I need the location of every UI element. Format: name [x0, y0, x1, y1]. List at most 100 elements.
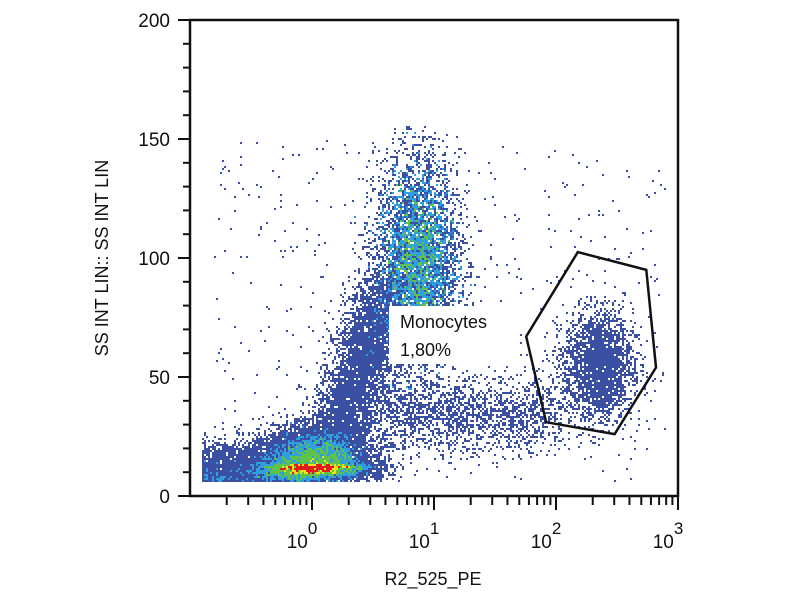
density-dot: [398, 246, 400, 248]
density-dot: [390, 286, 392, 288]
density-dot: [270, 434, 272, 436]
density-dot: [390, 282, 392, 284]
density-dot: [262, 462, 264, 464]
density-dot: [234, 458, 236, 460]
density-dot: [394, 266, 396, 268]
density-dot: [374, 400, 376, 402]
density-dot: [258, 448, 260, 450]
density-dot: [372, 256, 374, 258]
density-dot: [324, 430, 326, 432]
density-dot: [300, 452, 302, 454]
density-dot: [302, 442, 304, 444]
density-dot: [344, 434, 346, 436]
density-dot: [344, 450, 346, 452]
density-dot: [432, 304, 434, 306]
density-dot: [414, 232, 416, 234]
density-dot: [376, 282, 378, 284]
density-dot: [366, 472, 368, 474]
density-dot: [204, 476, 206, 478]
density-dot: [378, 272, 380, 274]
density-dot: [238, 472, 240, 474]
density-dot: [408, 224, 410, 226]
density-dot: [408, 374, 410, 376]
density-dot: [348, 394, 350, 396]
density-dot: [378, 266, 380, 268]
density-dot: [376, 422, 378, 424]
density-dot: [364, 380, 366, 382]
density-dot: [320, 452, 322, 454]
density-dot: [360, 366, 362, 368]
density-dot: [442, 294, 444, 296]
density-dot: [422, 196, 424, 198]
density-dot: [254, 468, 256, 470]
density-dot: [408, 264, 410, 266]
density-dot: [396, 278, 398, 280]
density-dot: [318, 448, 320, 450]
density-dot: [262, 472, 264, 474]
density-dot: [298, 462, 300, 464]
density-dot: [208, 458, 210, 460]
density-dot: [338, 390, 340, 392]
density-dot: [270, 424, 272, 426]
density-dot: [338, 404, 340, 406]
density-dot: [356, 448, 358, 450]
density-dot: [426, 288, 428, 290]
density-dot: [368, 310, 370, 312]
density-dot: [322, 392, 324, 394]
density-dot: [318, 466, 320, 468]
density-dot: [336, 466, 338, 468]
density-dot: [278, 428, 280, 430]
density-dot: [346, 474, 348, 476]
density-dot: [360, 318, 362, 320]
density-dot: [278, 450, 280, 452]
density-dot: [452, 194, 454, 196]
density-dot: [396, 274, 398, 276]
density-dot: [354, 442, 356, 444]
density-dot: [306, 454, 308, 456]
density-dot: [358, 394, 360, 396]
density-dot: [370, 388, 372, 390]
density-dot: [346, 434, 348, 436]
density-dot: [404, 252, 406, 254]
density-dot: [230, 480, 232, 482]
density-dot: [300, 438, 302, 440]
density-dot: [404, 298, 406, 300]
density-dot: [426, 208, 428, 210]
density-dot: [296, 420, 298, 422]
density-dot: [288, 438, 290, 440]
density-dot: [348, 442, 350, 444]
density-dot: [424, 254, 426, 256]
density-dot: [370, 468, 372, 470]
density-dot: [356, 420, 358, 422]
density-dot: [354, 472, 356, 474]
density-dot: [432, 238, 434, 240]
density-dot: [238, 452, 240, 454]
density-dot: [366, 298, 368, 300]
density-dot: [342, 372, 344, 374]
density-dot: [346, 328, 348, 330]
density-dot: [298, 430, 300, 432]
density-dot: [298, 464, 300, 466]
density-dot: [400, 184, 402, 186]
density-dot: [362, 358, 364, 360]
density-dot: [368, 326, 370, 328]
density-dot: [316, 436, 318, 438]
density-dot: [400, 212, 402, 214]
density-dot: [266, 470, 268, 472]
density-dot: [360, 402, 362, 404]
density-dot: [352, 410, 354, 412]
density-dot: [326, 380, 328, 382]
density-dot: [456, 260, 458, 262]
density-dot: [270, 468, 272, 470]
density-dot: [276, 478, 278, 480]
density-dot: [328, 432, 330, 434]
density-dot: [302, 478, 304, 480]
density-dot: [328, 426, 330, 428]
density-dot: [326, 436, 328, 438]
density-dot: [376, 354, 378, 356]
density-dot: [354, 358, 356, 360]
density-dot: [430, 270, 432, 272]
density-dot: [288, 472, 290, 474]
density-dot: [404, 282, 406, 284]
density-dot: [314, 454, 316, 456]
